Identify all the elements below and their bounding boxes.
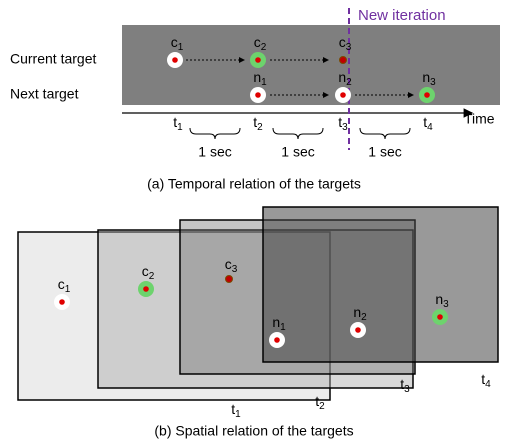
label-base: c [254, 34, 261, 50]
target-dot [424, 92, 430, 98]
label-sub: 2 [361, 312, 367, 323]
label-base: t [315, 393, 319, 409]
label-sub: 3 [404, 384, 410, 395]
label-base: c [225, 256, 232, 272]
caption: (b) Spatial relation of the targets [154, 423, 353, 439]
label-base: c [58, 276, 65, 292]
label-sub: 2 [257, 122, 263, 133]
caption: (a) Temporal relation of the targets [147, 176, 361, 192]
label-base: n [253, 69, 261, 85]
label-sub: 2 [346, 77, 352, 88]
label-sub: 2 [149, 271, 155, 282]
label: n3 [422, 69, 436, 88]
label-base: n [272, 314, 280, 330]
label: t2 [315, 393, 325, 412]
axis-label: Time [464, 111, 495, 127]
label: c3 [225, 256, 238, 275]
label: t3 [400, 376, 410, 395]
target-dot [59, 299, 65, 305]
label-sub: 1 [65, 284, 71, 295]
target-dot [274, 337, 280, 343]
label-base: t [253, 114, 257, 130]
label-sub: 1 [261, 77, 267, 88]
timeline-panel [122, 25, 500, 105]
label-base: t [338, 114, 342, 130]
label-base: t [481, 371, 485, 387]
label: c2 [254, 34, 267, 53]
label: t4 [481, 371, 491, 390]
label-base: n [338, 69, 346, 85]
label-sub: 4 [485, 379, 491, 390]
label-base: t [231, 401, 235, 417]
label: t3 [338, 114, 348, 133]
label-base: c [171, 34, 178, 50]
label-sub: 3 [430, 77, 436, 88]
label-sub: 2 [319, 401, 325, 412]
target-dot [143, 286, 149, 292]
label: t2 [253, 114, 263, 133]
label-base: c [142, 263, 149, 279]
frame [262, 206, 499, 363]
label: t1 [231, 401, 241, 420]
label: n1 [272, 314, 286, 333]
label: c2 [142, 263, 155, 282]
target-dot [255, 92, 261, 98]
label-sub: 3 [346, 42, 352, 53]
interval-label: 1 sec [198, 144, 231, 160]
target-dot [255, 57, 261, 63]
label: c1 [171, 34, 184, 53]
interval-label: 1 sec [368, 144, 401, 160]
label: t1 [173, 114, 183, 133]
label-sub: 1 [235, 409, 241, 420]
iteration-label: New iteration [358, 7, 446, 24]
brace [272, 127, 324, 140]
brace [189, 127, 241, 140]
label-sub: 3 [232, 264, 238, 275]
interval-label: 1 sec [281, 144, 314, 160]
label: c1 [58, 276, 71, 295]
brace [359, 127, 411, 140]
label-sub: 3 [342, 122, 348, 133]
label-base: t [423, 114, 427, 130]
target-dot [172, 57, 178, 63]
label-base: n [353, 304, 361, 320]
row-label: Next target [10, 86, 79, 102]
label: n2 [338, 69, 352, 88]
label-base: n [422, 69, 430, 85]
target [339, 56, 347, 64]
label-sub: 1 [280, 322, 286, 333]
label-base: t [173, 114, 177, 130]
label: n1 [253, 69, 267, 88]
label: t4 [423, 114, 433, 133]
label-sub: 1 [177, 122, 183, 133]
label-sub: 1 [178, 42, 184, 53]
row-label: Current target [10, 51, 96, 67]
label-base: n [435, 291, 443, 307]
label-sub: 4 [427, 122, 433, 133]
label-base: c [339, 34, 346, 50]
label-sub: 3 [443, 299, 449, 310]
target-dot [340, 92, 346, 98]
label: n3 [435, 291, 449, 310]
target-dot [437, 314, 443, 320]
label: n2 [353, 304, 367, 323]
label-sub: 2 [261, 42, 267, 53]
label-base: t [400, 376, 404, 392]
label: c3 [339, 34, 352, 53]
target-dot [355, 327, 361, 333]
target [225, 275, 233, 283]
